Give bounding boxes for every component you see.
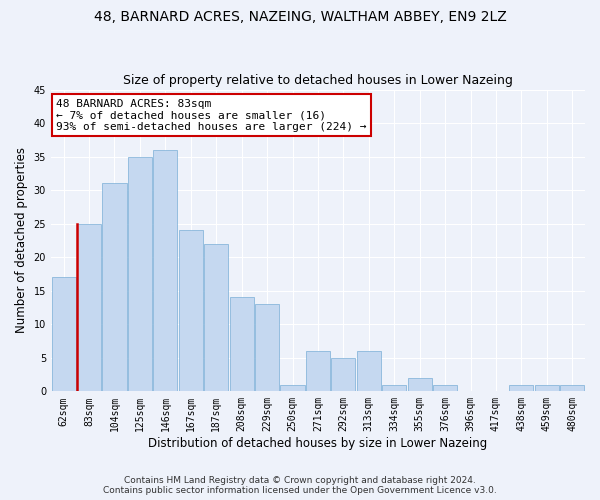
Bar [128,156,152,392]
Bar [280,384,305,392]
Bar [433,384,457,392]
Bar [306,351,330,392]
Bar [331,358,355,392]
Text: 48 BARNARD ACRES: 83sqm
← 7% of detached houses are smaller (16)
93% of semi-det: 48 BARNARD ACRES: 83sqm ← 7% of detached… [56,98,367,132]
Bar [560,384,584,392]
Bar [509,384,533,392]
Text: 48, BARNARD ACRES, NAZEING, WALTHAM ABBEY, EN9 2LZ: 48, BARNARD ACRES, NAZEING, WALTHAM ABBE… [94,10,506,24]
Bar [52,278,76,392]
Bar [357,351,381,392]
Bar [407,378,432,392]
Y-axis label: Number of detached properties: Number of detached properties [15,148,28,334]
Bar [255,304,279,392]
Text: Contains HM Land Registry data © Crown copyright and database right 2024.
Contai: Contains HM Land Registry data © Crown c… [103,476,497,495]
Bar [230,298,254,392]
Bar [153,150,178,392]
Bar [382,384,406,392]
Bar [204,244,229,392]
Title: Size of property relative to detached houses in Lower Nazeing: Size of property relative to detached ho… [123,74,513,87]
X-axis label: Distribution of detached houses by size in Lower Nazeing: Distribution of detached houses by size … [148,437,488,450]
Bar [179,230,203,392]
Bar [103,184,127,392]
Bar [535,384,559,392]
Bar [77,224,101,392]
